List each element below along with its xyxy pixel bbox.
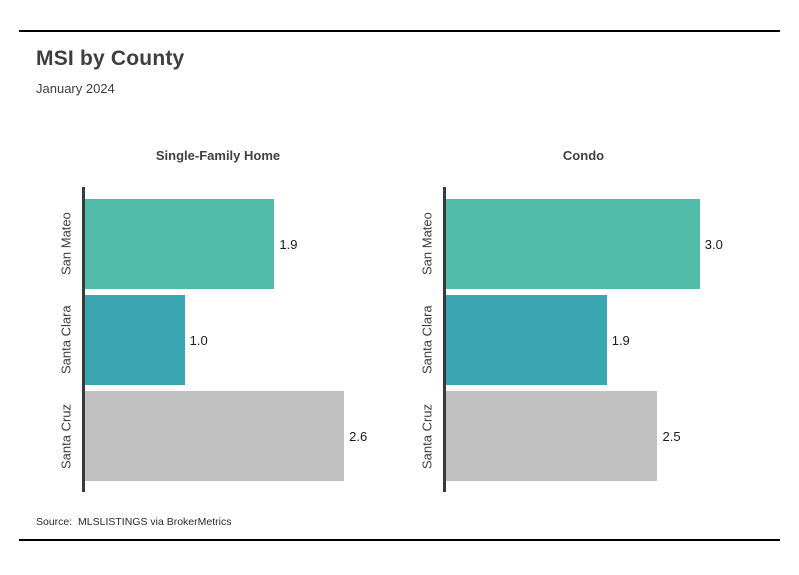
bottom-rule xyxy=(19,539,780,541)
bar-row-santa-cruz: Santa Cruz 2.6 xyxy=(59,391,400,481)
top-rule xyxy=(19,30,780,32)
category-label-santa-clara: Santa Clara xyxy=(58,305,74,375)
chart-single-family-home: Single-Family Home San Mateo 1.9 Santa Cla… xyxy=(59,148,400,492)
bar-san-mateo xyxy=(446,199,700,289)
value-label-santa-cruz: 2.6 xyxy=(349,428,368,444)
chart-title: Condo xyxy=(562,148,605,163)
source-note: Source: MLSLISTINGS via BrokerMetrics xyxy=(36,516,232,528)
chart-title: Single-Family Home xyxy=(155,148,281,163)
page-title: MSI by County xyxy=(36,47,185,70)
bar-row-santa-clara: Santa Clara 1.9 xyxy=(420,295,770,385)
category-label-santa-cruz: Santa Cruz xyxy=(419,403,435,469)
bar-row-santa-cruz: Santa Cruz 2.5 xyxy=(420,391,770,481)
chart-condo: Condo San Mateo 3.0 Santa Clara 1.9 Santa Cr… xyxy=(420,148,770,492)
bar-san-mateo xyxy=(85,199,275,289)
plot-area: San Mateo 3.0 Santa Clara 1.9 Santa Cruz 2.5 xyxy=(420,187,770,492)
bar-row-san-mateo: San Mateo 1.9 xyxy=(59,199,400,289)
category-label-santa-clara: Santa Clara xyxy=(419,305,435,375)
bar-row-santa-clara: Santa Clara 1.0 xyxy=(59,295,400,385)
category-label-san-mateo: San Mateo xyxy=(58,212,74,276)
bar-row-san-mateo: San Mateo 3.0 xyxy=(420,199,770,289)
bar-santa-cruz xyxy=(446,391,658,481)
value-label-santa-cruz: 2.5 xyxy=(662,428,681,444)
plot-area: San Mateo 1.9 Santa Clara 1.0 Santa Cruz 2.6 xyxy=(59,187,400,492)
value-label-san-mateo: 1.9 xyxy=(279,236,298,252)
bar-santa-clara xyxy=(85,295,185,385)
value-label-santa-clara: 1.9 xyxy=(611,332,630,348)
value-label-santa-clara: 1.0 xyxy=(189,332,208,348)
category-label-santa-cruz: Santa Cruz xyxy=(58,403,74,469)
value-label-san-mateo: 3.0 xyxy=(704,236,723,252)
bar-santa-clara xyxy=(446,295,607,385)
page-subtitle: January 2024 xyxy=(36,81,115,96)
bar-santa-cruz xyxy=(85,391,345,481)
category-label-san-mateo: San Mateo xyxy=(419,212,435,276)
